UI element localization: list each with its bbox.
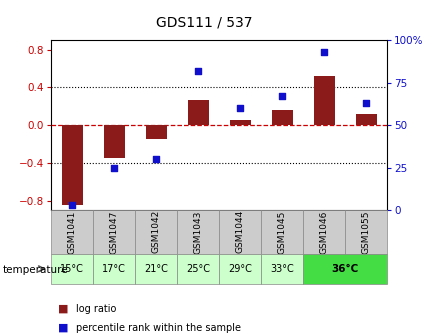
Text: 21°C: 21°C [144, 264, 168, 274]
Bar [230, 120, 251, 125]
Bar [135, 254, 177, 284]
Bar [356, 114, 376, 125]
Bar [51, 254, 93, 284]
Bar [93, 210, 135, 254]
Point [237, 106, 244, 111]
Bar [271, 110, 293, 125]
Bar [314, 76, 335, 125]
Text: GDS111 / 537: GDS111 / 537 [157, 15, 253, 29]
Text: ■: ■ [58, 304, 69, 314]
Text: GSM1045: GSM1045 [278, 210, 287, 254]
Text: GSM1046: GSM1046 [320, 210, 329, 254]
Text: log ratio: log ratio [76, 304, 116, 314]
Bar [261, 210, 303, 254]
Text: percentile rank within the sample: percentile rank within the sample [76, 323, 241, 333]
Bar [219, 210, 261, 254]
Bar [146, 125, 167, 139]
Bar [188, 100, 209, 125]
Text: ■: ■ [58, 323, 69, 333]
Bar [261, 254, 303, 284]
Bar [62, 125, 83, 205]
Text: 17°C: 17°C [102, 264, 126, 274]
Bar [303, 210, 345, 254]
Bar [177, 254, 219, 284]
Bar [135, 210, 177, 254]
Text: 15°C: 15°C [60, 264, 84, 274]
Text: GSM1055: GSM1055 [362, 210, 371, 254]
Text: temperature: temperature [2, 265, 68, 275]
Text: GSM1047: GSM1047 [109, 210, 119, 254]
Text: GSM1042: GSM1042 [152, 210, 161, 253]
Point [69, 202, 76, 208]
Text: 33°C: 33°C [270, 264, 294, 274]
Text: 25°C: 25°C [186, 264, 210, 274]
Point [320, 49, 328, 55]
Text: GSM1043: GSM1043 [194, 210, 202, 254]
Bar [93, 254, 135, 284]
Point [363, 100, 370, 106]
Bar [345, 210, 387, 254]
Bar [219, 254, 261, 284]
Point [111, 165, 118, 170]
Bar [303, 254, 387, 284]
Text: 29°C: 29°C [228, 264, 252, 274]
Point [194, 68, 202, 74]
Point [153, 157, 160, 162]
Text: GSM1044: GSM1044 [236, 210, 245, 253]
Bar [177, 210, 219, 254]
Text: GSM1041: GSM1041 [68, 210, 77, 254]
Bar [51, 210, 93, 254]
Bar [104, 125, 125, 158]
Point [279, 94, 286, 99]
Text: 36°C: 36°C [332, 264, 359, 274]
